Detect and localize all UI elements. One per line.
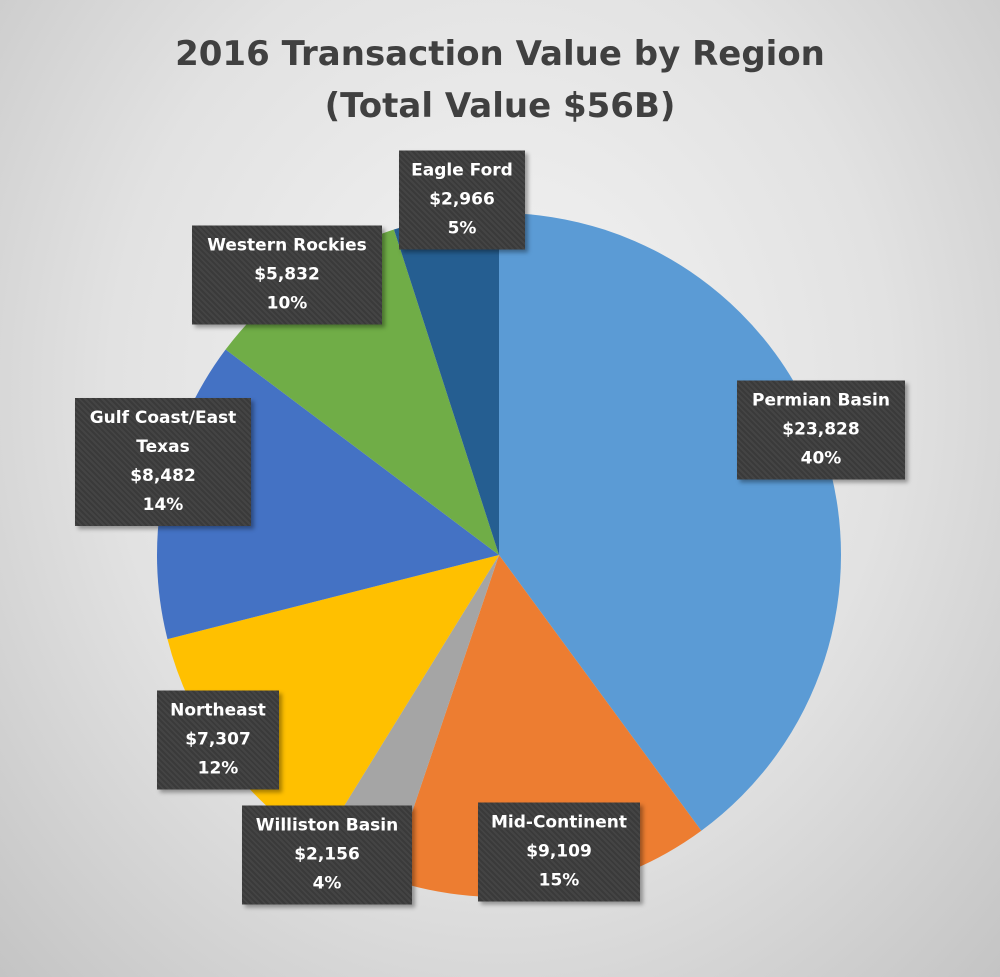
percent-label: 15% (538, 870, 580, 891)
data-label: Gulf Coast/East Texas $8,482 14% (75, 398, 251, 526)
percent-label: 10% (266, 293, 308, 314)
value-label: $9,109 (526, 841, 592, 862)
pie-slice (393, 213, 499, 555)
value-label: $5,832 (254, 264, 320, 285)
category-label: Gulf Coast/East Texas (89, 408, 237, 457)
percent-label: 5% (447, 218, 477, 239)
value-label: $8,482 (130, 466, 196, 486)
category-label: Williston Basin (255, 815, 399, 836)
chart-title-block: 2016 Transaction Value by Region (Total … (0, 28, 1000, 132)
category-label: Permian Basin (752, 390, 890, 411)
category-label: Eagle Ford (411, 160, 513, 181)
percent-label: 4% (312, 873, 342, 894)
value-label: $7,307 (185, 729, 251, 750)
data-label: Permian Basin $23,828 40% (737, 380, 905, 480)
data-label: Mid-Continent $9,109 15% (478, 802, 640, 902)
value-label: $2,156 (294, 844, 360, 865)
value-label: $2,966 (429, 189, 495, 210)
category-label: Mid-Continent (490, 812, 628, 833)
data-label: Williston Basin $2,156 4% (242, 805, 412, 905)
category-label: Northeast (170, 700, 266, 721)
chart-subtitle: (Total Value $56B) (324, 86, 676, 126)
percent-label: 14% (142, 495, 184, 515)
value-label: $23,828 (782, 419, 860, 440)
percent-label: 40% (800, 448, 842, 469)
percent-label: 12% (197, 758, 239, 779)
chart-title: 2016 Transaction Value by Region (175, 34, 825, 74)
data-label: Western Rockies $5,832 10% (192, 225, 382, 325)
pie-slice (319, 555, 499, 879)
category-label: Western Rockies (207, 235, 367, 256)
data-label: Northeast $7,307 12% (157, 690, 279, 790)
pie-slice (499, 213, 842, 831)
data-label: Eagle Ford $2,966 5% (399, 150, 525, 250)
